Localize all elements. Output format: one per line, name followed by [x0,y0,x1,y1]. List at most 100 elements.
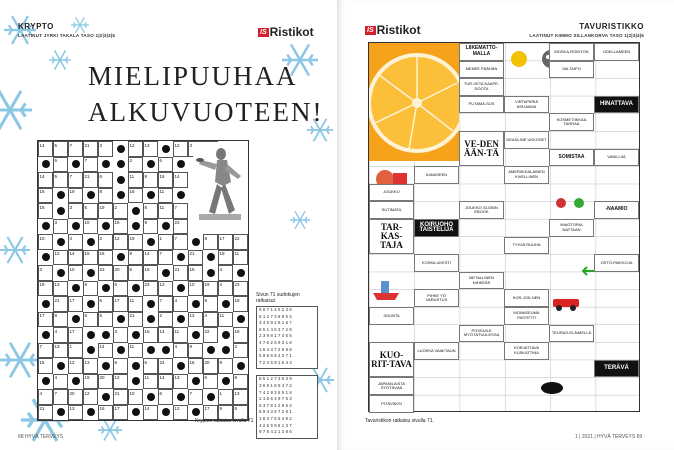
crypto-cell: 5 [53,172,68,188]
sudoku-row: 851274639 [259,377,294,383]
crypto-cell: 11 [218,311,233,327]
crypto-cell: 15 [83,249,98,265]
crossword-clue: OSTO-PAIKKOJA [594,254,639,272]
sudoku-row: 694357281 [259,410,294,416]
orange-image [369,43,459,161]
crypto-cell: 7 [173,203,188,219]
black-dot [221,377,230,386]
crypto-cell: 20 [203,358,218,374]
crypto-cell: 5 [83,203,98,219]
black-dot [131,377,140,386]
black-dot [56,206,65,215]
crossword-clue: PITÄVÄKSI [369,395,414,413]
cartoon-image [556,198,584,208]
crossword-clue: DEADLINE UKKOSET [504,131,549,149]
crypto-cell: 20 [113,265,128,281]
crypto-cell: 9 [218,404,233,420]
crossword-clue: LUOKKA VAAKTAUN [414,342,459,360]
crypto-cell: 8 [98,187,113,203]
title-line: ALKUVUOTEEN! [88,97,324,127]
crypto-cell: 9 [83,280,98,296]
crypto-cell: 21 [83,172,98,188]
crypto-cell: 17 [218,234,233,250]
crypto-cell: 15 [143,327,158,343]
sudoku-row: 476259318 [259,340,294,346]
folio: 1 | 2021 | HYVÄ TERVEYS 69 [575,434,643,440]
black-dot [146,237,155,246]
crypto-cell: 12 [68,358,83,374]
crossword-clue: LIIKEMATTO-MALLA [459,43,504,61]
section-label: TAVURISTIKKO [579,22,644,31]
black-dot [101,284,110,293]
crossword-clue: POSSUILE MYÖTÄTUULESSA [459,324,504,343]
crossword-clue: ODELLAMEEN [594,43,639,61]
black-dot [101,160,110,169]
crypto-cell: 19 [38,280,53,296]
crypto-cell: 6 [98,296,113,312]
crossword-clue: KUO-RIT-TAVA [369,342,414,378]
crossword-clue: JAPANILAISTA SYÖTÄVÄÄ [369,377,414,395]
crossword-clue: MONASEUMA PASTETTI [504,307,549,325]
sudoku-row: 612738954 [259,314,294,320]
black-dot [191,237,200,246]
crypto-cell: 15 [188,265,203,281]
crypto-cell: 17 [203,404,218,420]
black-dot [191,330,200,339]
crossword-clue: PUTAMA-SUS [459,95,504,114]
crypto-cell: 19 [83,373,98,389]
black-dot [56,191,65,200]
black-dot [236,315,245,324]
crossword-clue: KOIRUOHO TAISTELIJA [414,219,459,237]
crypto-cell: 6 [98,172,113,188]
black-dot [41,330,50,339]
crypto-cell: 16 [188,358,203,374]
crypto-cell: 5 [53,141,68,157]
crypto-cell: 14 [143,404,158,420]
crypto-cell: 2 [158,311,173,327]
black-dot [176,284,185,293]
sudoku-row: 239817465 [259,334,294,340]
crypto-cell: 7 [158,296,173,312]
crypto-cell: 10 [68,265,83,281]
crypto-cell: 23 [233,280,248,296]
crypto-cell: 12 [158,280,173,296]
crypto-cell: 14 [38,172,53,188]
black-dot [176,160,185,169]
black-dot [86,237,95,246]
crypto-cell: 17 [113,404,128,420]
crossword-clue: METALLINEN NIHKEÄS [459,271,504,290]
black-dot [86,346,95,355]
crypto-cell: 21 [173,265,188,281]
crypto-cell: 19 [68,187,83,203]
crypto-cell: 10 [83,218,98,234]
crossword-clue: AMERIIKKALAINEN KIVELLINEN [504,166,549,184]
black-dot [41,299,50,308]
crypto-cell: 17 [38,311,53,327]
crypto-cell: 7 [83,156,98,172]
crypto-cell: 1 [218,389,233,405]
crossword-clue: KOR-JOK-NEN [504,289,549,307]
black-dot [71,222,80,231]
logo-badge: IS [365,25,376,35]
black-dot [116,191,125,200]
crypto-cell: 11 [158,187,173,203]
black-dot [56,268,65,277]
crypto-cell: 15 [158,172,173,188]
black-dot [116,346,125,355]
crypto-cell: 11 [173,327,188,343]
crossword-clue: MOSKA-ROINTON [549,43,594,61]
crossword-clue: TUR-VETA KAAPE-DOOTA [459,78,504,96]
black-dot [86,268,95,277]
crypto-cell: 16 [98,404,113,420]
sudoku-row: 975421386 [259,430,294,436]
black-dot [161,346,170,355]
black-dot [41,222,50,231]
crypto-cell: 16 [143,265,158,281]
sudoku-row: 723591643 [259,360,294,366]
left-page: KRYPTO LAATINUT JYRKI TAKALA TASO 1|2|3|… [0,14,335,443]
crypto-cell: 10 [38,234,53,250]
crypto-cell: 14 [158,373,173,389]
black-dot [146,160,155,169]
black-dot [206,346,215,355]
crossword-clue: PIHKE YÖ VARUSTUS [414,289,459,307]
